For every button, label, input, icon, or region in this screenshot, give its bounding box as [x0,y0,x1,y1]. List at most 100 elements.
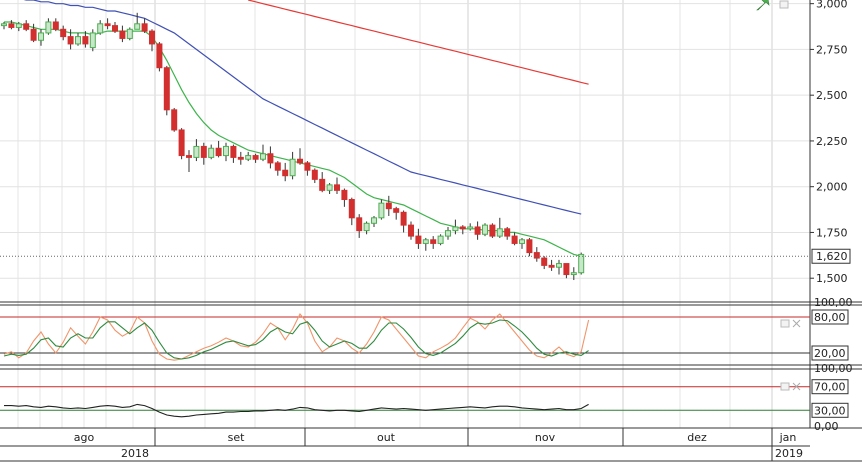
indicator-series [0,386,810,418]
candle-down-body [267,153,274,164]
month-label: nov [535,431,556,444]
panel-maximize-icon[interactable] [779,0,789,9]
candle-down-body [252,155,259,160]
candle [519,237,525,249]
candle-up-body [437,235,444,244]
indicator-tick-label: 0,00 [814,420,839,433]
candle [223,142,229,162]
candle-up-body [38,32,44,41]
candle-up-body [1,23,7,27]
candle-up-body [260,153,266,160]
candle-down-body [430,239,437,244]
candle [267,146,274,169]
indicator-tick-label: 100,00 [814,362,853,375]
candle [319,172,326,193]
candle [548,259,555,271]
candle-down-body [341,189,348,201]
candle-down-body [52,21,59,30]
candle-down-body [489,224,496,237]
candle [215,140,222,158]
year-label: 2018 [121,447,149,460]
candle-down-body [141,23,148,32]
stochastic-level-box [811,309,849,325]
price-tick-label: 1,750 [816,226,848,239]
candle-down-body [274,162,281,171]
candle [297,148,303,165]
candle [186,150,192,173]
candle-down-body [393,208,400,213]
candle [311,168,318,184]
indicator-tick-label: 70,00 [814,381,846,394]
candle [38,29,44,46]
candle [45,18,52,35]
candle-up-body [519,239,525,244]
candle [104,18,111,30]
candle [341,188,348,207]
candle-down-body [119,30,126,39]
candle-up-body [89,32,96,49]
candle [437,234,444,246]
stochastic-panel-maximize-icon[interactable] [780,319,790,328]
price-tick-label: 3,000 [816,0,848,11]
candle-down-body [8,23,15,28]
candle [67,29,74,50]
candle [245,151,252,162]
candle-up-body [482,224,488,235]
candle-up-body [496,228,503,237]
candle-down-body [186,155,192,158]
month-label: jan [779,431,797,444]
candle [156,42,163,72]
candle-down-body [541,257,548,266]
candle [445,226,451,240]
price-panel [0,0,810,302]
candle [496,217,503,238]
candle [282,162,289,182]
candle-down-body [334,184,340,191]
price-tick-label: 2,750 [816,43,848,56]
candle [23,20,30,32]
candle [371,215,377,227]
candle-down-body [400,211,407,226]
trend-arrow-icon[interactable] [756,0,770,11]
candle-down-body [156,43,163,69]
candle [526,237,533,257]
candle [556,259,562,275]
candle [237,151,244,165]
candle [467,223,474,231]
price-tick-label: 1,500 [816,272,848,285]
candle [511,232,518,246]
candle-down-body [237,156,244,160]
candle-down-body [563,263,570,276]
time-axis: ago set out nov dez jan 2018 2019 [74,428,803,461]
candle-down-body [415,235,422,244]
candle-up-body [371,217,377,224]
indicator-panel-close-icon[interactable] [792,382,801,391]
price-tick-label: 2,250 [816,135,848,148]
month-label: set [228,431,245,444]
candle [474,221,481,240]
candle [482,223,488,237]
candle [452,219,459,235]
candle-up-body [193,145,200,158]
stochastic-panel-close-icon[interactable] [792,319,801,328]
candle [89,29,96,52]
candle [570,267,577,281]
candle [200,142,207,165]
candle [422,237,429,251]
candle-down-body [200,145,207,158]
stochastic-line [3,319,589,360]
candle-up-body [445,230,451,237]
stochastic-tick-label: 100,00 [814,296,853,309]
indicator-panel-maximize-icon[interactable] [780,382,790,391]
last-price-label: 1,620 [816,250,848,263]
month-label: ago [74,431,95,444]
candle-up-body [126,28,133,39]
candle [178,128,185,160]
candle [208,144,215,160]
ma-mid-line [23,0,582,215]
candle [8,20,15,30]
candle [489,223,496,238]
candle-up-body [467,226,474,230]
candle-up-body [245,155,252,160]
